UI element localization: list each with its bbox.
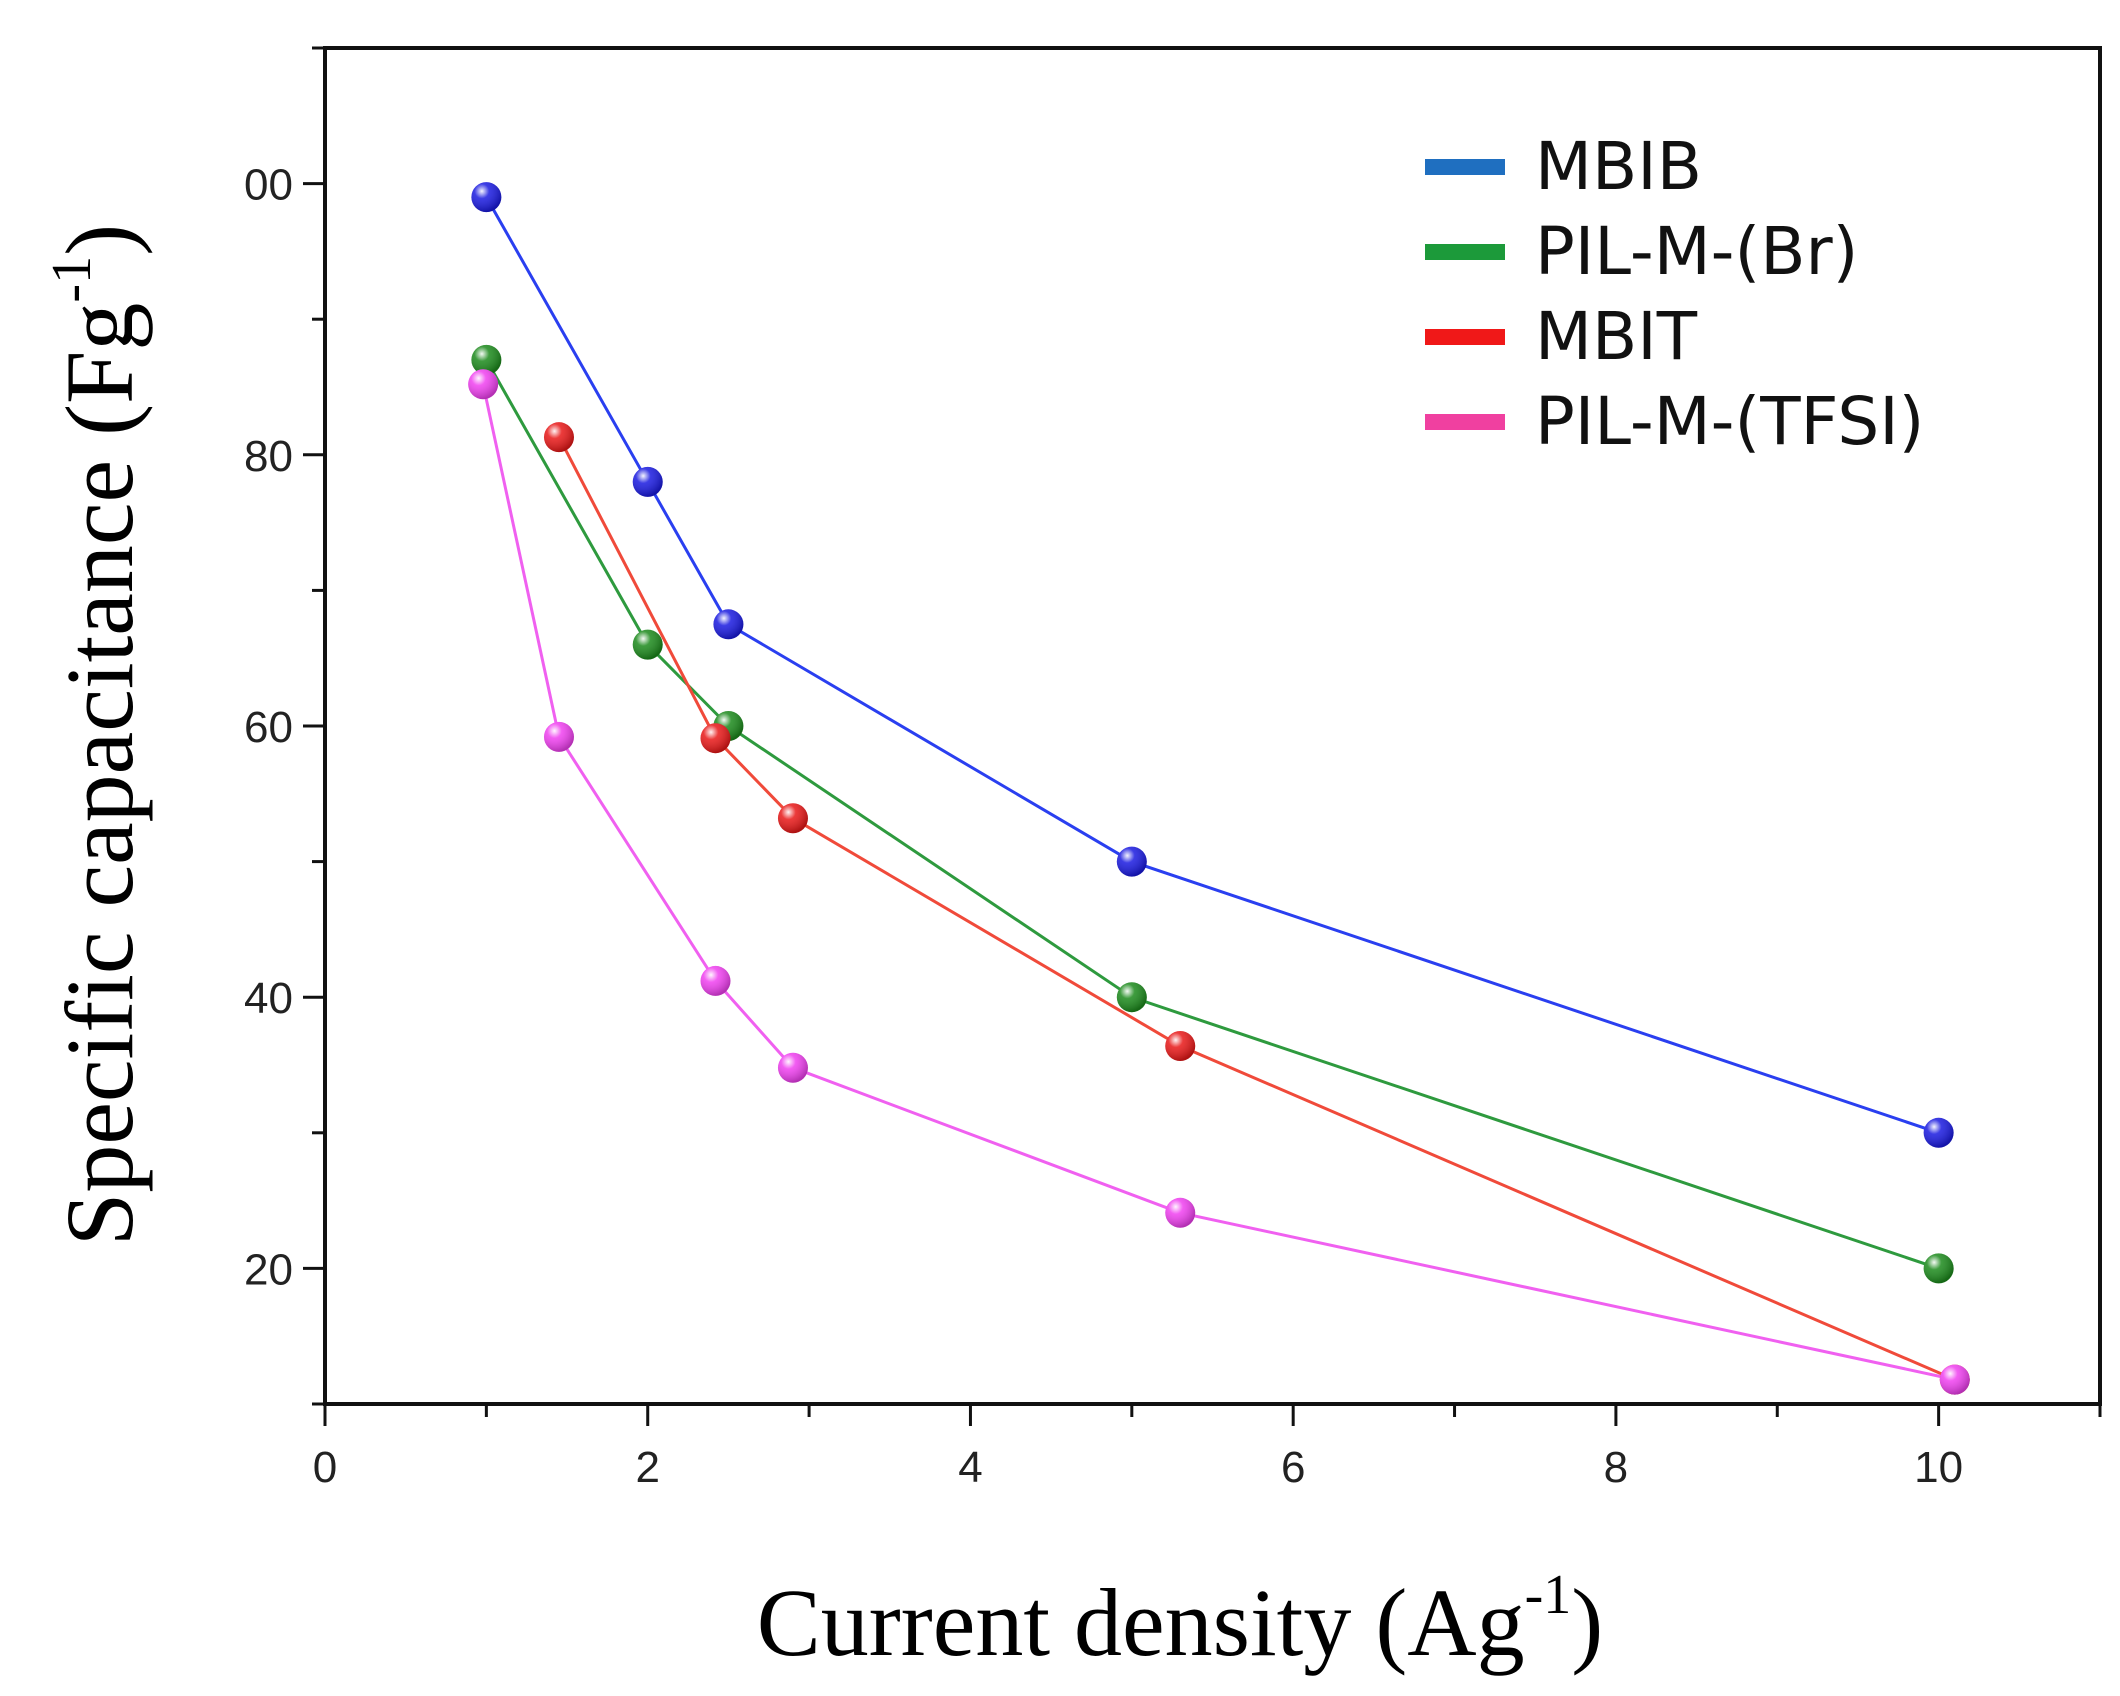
data-point-shine [632, 629, 663, 660]
data-point-PIL-M-(TFSI) [1939, 1364, 1970, 1395]
legend-label: PIL-M-(Br) [1535, 213, 1858, 290]
data-point-shine [471, 182, 502, 213]
y-tick-label: 60 [244, 703, 293, 752]
data-point-shine [543, 422, 574, 453]
x-axis-title-suffix: ) [1571, 1569, 1603, 1676]
data-point-shine [1923, 1117, 1954, 1148]
series-line-MBIT [557, 436, 1956, 1381]
x-tick-label: 2 [635, 1443, 659, 1492]
x-axis-title-sup: -1 [1525, 1564, 1572, 1626]
legend: MBIB PIL-M-(Br) MBIT PIL-M-(TFSI) [1425, 128, 1924, 460]
data-point-MBIT [777, 803, 808, 834]
data-point-PIL-M-(TFSI) [700, 965, 731, 996]
data-point-shine [1116, 846, 1147, 877]
x-axis-title-main: Current density (Ag [757, 1569, 1525, 1676]
data-point-shine [1165, 1197, 1196, 1228]
series-line-PIL-M-(TFSI) [481, 383, 1956, 1382]
legend-swatch [1425, 414, 1505, 430]
y-axis-title-suffix: ) [46, 224, 153, 256]
data-point-shine [543, 721, 574, 752]
data-point-shine [1923, 1253, 1954, 1284]
data-point-shine [1165, 1031, 1196, 1062]
x-axis-ticks: 0 2 4 6 8 10 [313, 1404, 2102, 1492]
data-point-shine [471, 344, 502, 375]
data-point-MBIB [471, 182, 502, 213]
data-point-MBIB [1116, 846, 1147, 877]
y-tick-label: 80 [244, 432, 293, 481]
x-tick-label: 6 [1281, 1443, 1305, 1492]
data-point-PIL-M-(TFSI) [777, 1052, 808, 1083]
data-point-MBIT [700, 723, 731, 754]
data-point-MBIT [1165, 1031, 1196, 1062]
legend-label: PIL-M-(TFSI) [1535, 383, 1924, 460]
data-point-PIL-M-(TFSI) [1165, 1197, 1196, 1228]
x-axis-title: Current density (Ag-1) [757, 1564, 1603, 1676]
data-point-PIL-M-(TFSI) [543, 721, 574, 752]
legend-label: MBIT [1535, 298, 1698, 375]
data-point-shine [1939, 1364, 1970, 1395]
legend-swatch [1425, 329, 1505, 345]
legend-item: PIL-M-(TFSI) [1425, 383, 1924, 460]
data-point-shine [713, 609, 744, 640]
data-point-shine [777, 803, 808, 834]
data-point-PIL-M-(Br) [1116, 982, 1147, 1013]
legend-label: MBIB [1535, 128, 1702, 205]
legend-item: MBIT [1425, 298, 1698, 375]
data-point-MBIB [713, 609, 744, 640]
y-axis-title: Specific capacitance (Fg-1) [41, 224, 153, 1246]
data-point-PIL-M-(TFSI) [468, 369, 499, 400]
x-tick-label: 10 [1914, 1443, 1963, 1492]
data-point-shine [1116, 982, 1147, 1013]
legend-swatch [1425, 244, 1505, 260]
data-point-PIL-M-(Br) [471, 344, 502, 375]
y-axis-title-sup: -1 [41, 256, 103, 303]
data-point-MBIB [632, 466, 663, 497]
data-point-MBIT [543, 422, 574, 453]
data-point-shine [777, 1052, 808, 1083]
legend-item: PIL-M-(Br) [1425, 213, 1858, 290]
series-lines [481, 196, 1956, 1382]
data-point-shine [700, 965, 731, 996]
data-point-shine [468, 369, 499, 400]
data-point-shine [700, 723, 731, 754]
y-tick-label: 20 [244, 1245, 293, 1294]
legend-swatch [1425, 159, 1505, 175]
x-tick-label: 0 [313, 1443, 337, 1492]
y-axis-title-main: Specific capacitance (Fg [46, 303, 153, 1247]
series-line-PIL-M-(Br) [485, 359, 1940, 1270]
x-tick-label: 4 [958, 1443, 982, 1492]
data-point-PIL-M-(Br) [1923, 1253, 1954, 1284]
legend-item: MBIB [1425, 128, 1702, 205]
data-point-shine [632, 466, 663, 497]
data-point-MBIB [1923, 1117, 1954, 1148]
y-tick-label: 00 [244, 161, 293, 210]
series-markers [468, 182, 1970, 1395]
y-tick-label: 40 [244, 974, 293, 1023]
y-axis-ticks: 20 40 60 80 00 [244, 46, 325, 1406]
x-tick-label: 8 [1604, 1443, 1628, 1492]
series-line-MBIB [485, 196, 1940, 1135]
data-point-PIL-M-(Br) [632, 629, 663, 660]
